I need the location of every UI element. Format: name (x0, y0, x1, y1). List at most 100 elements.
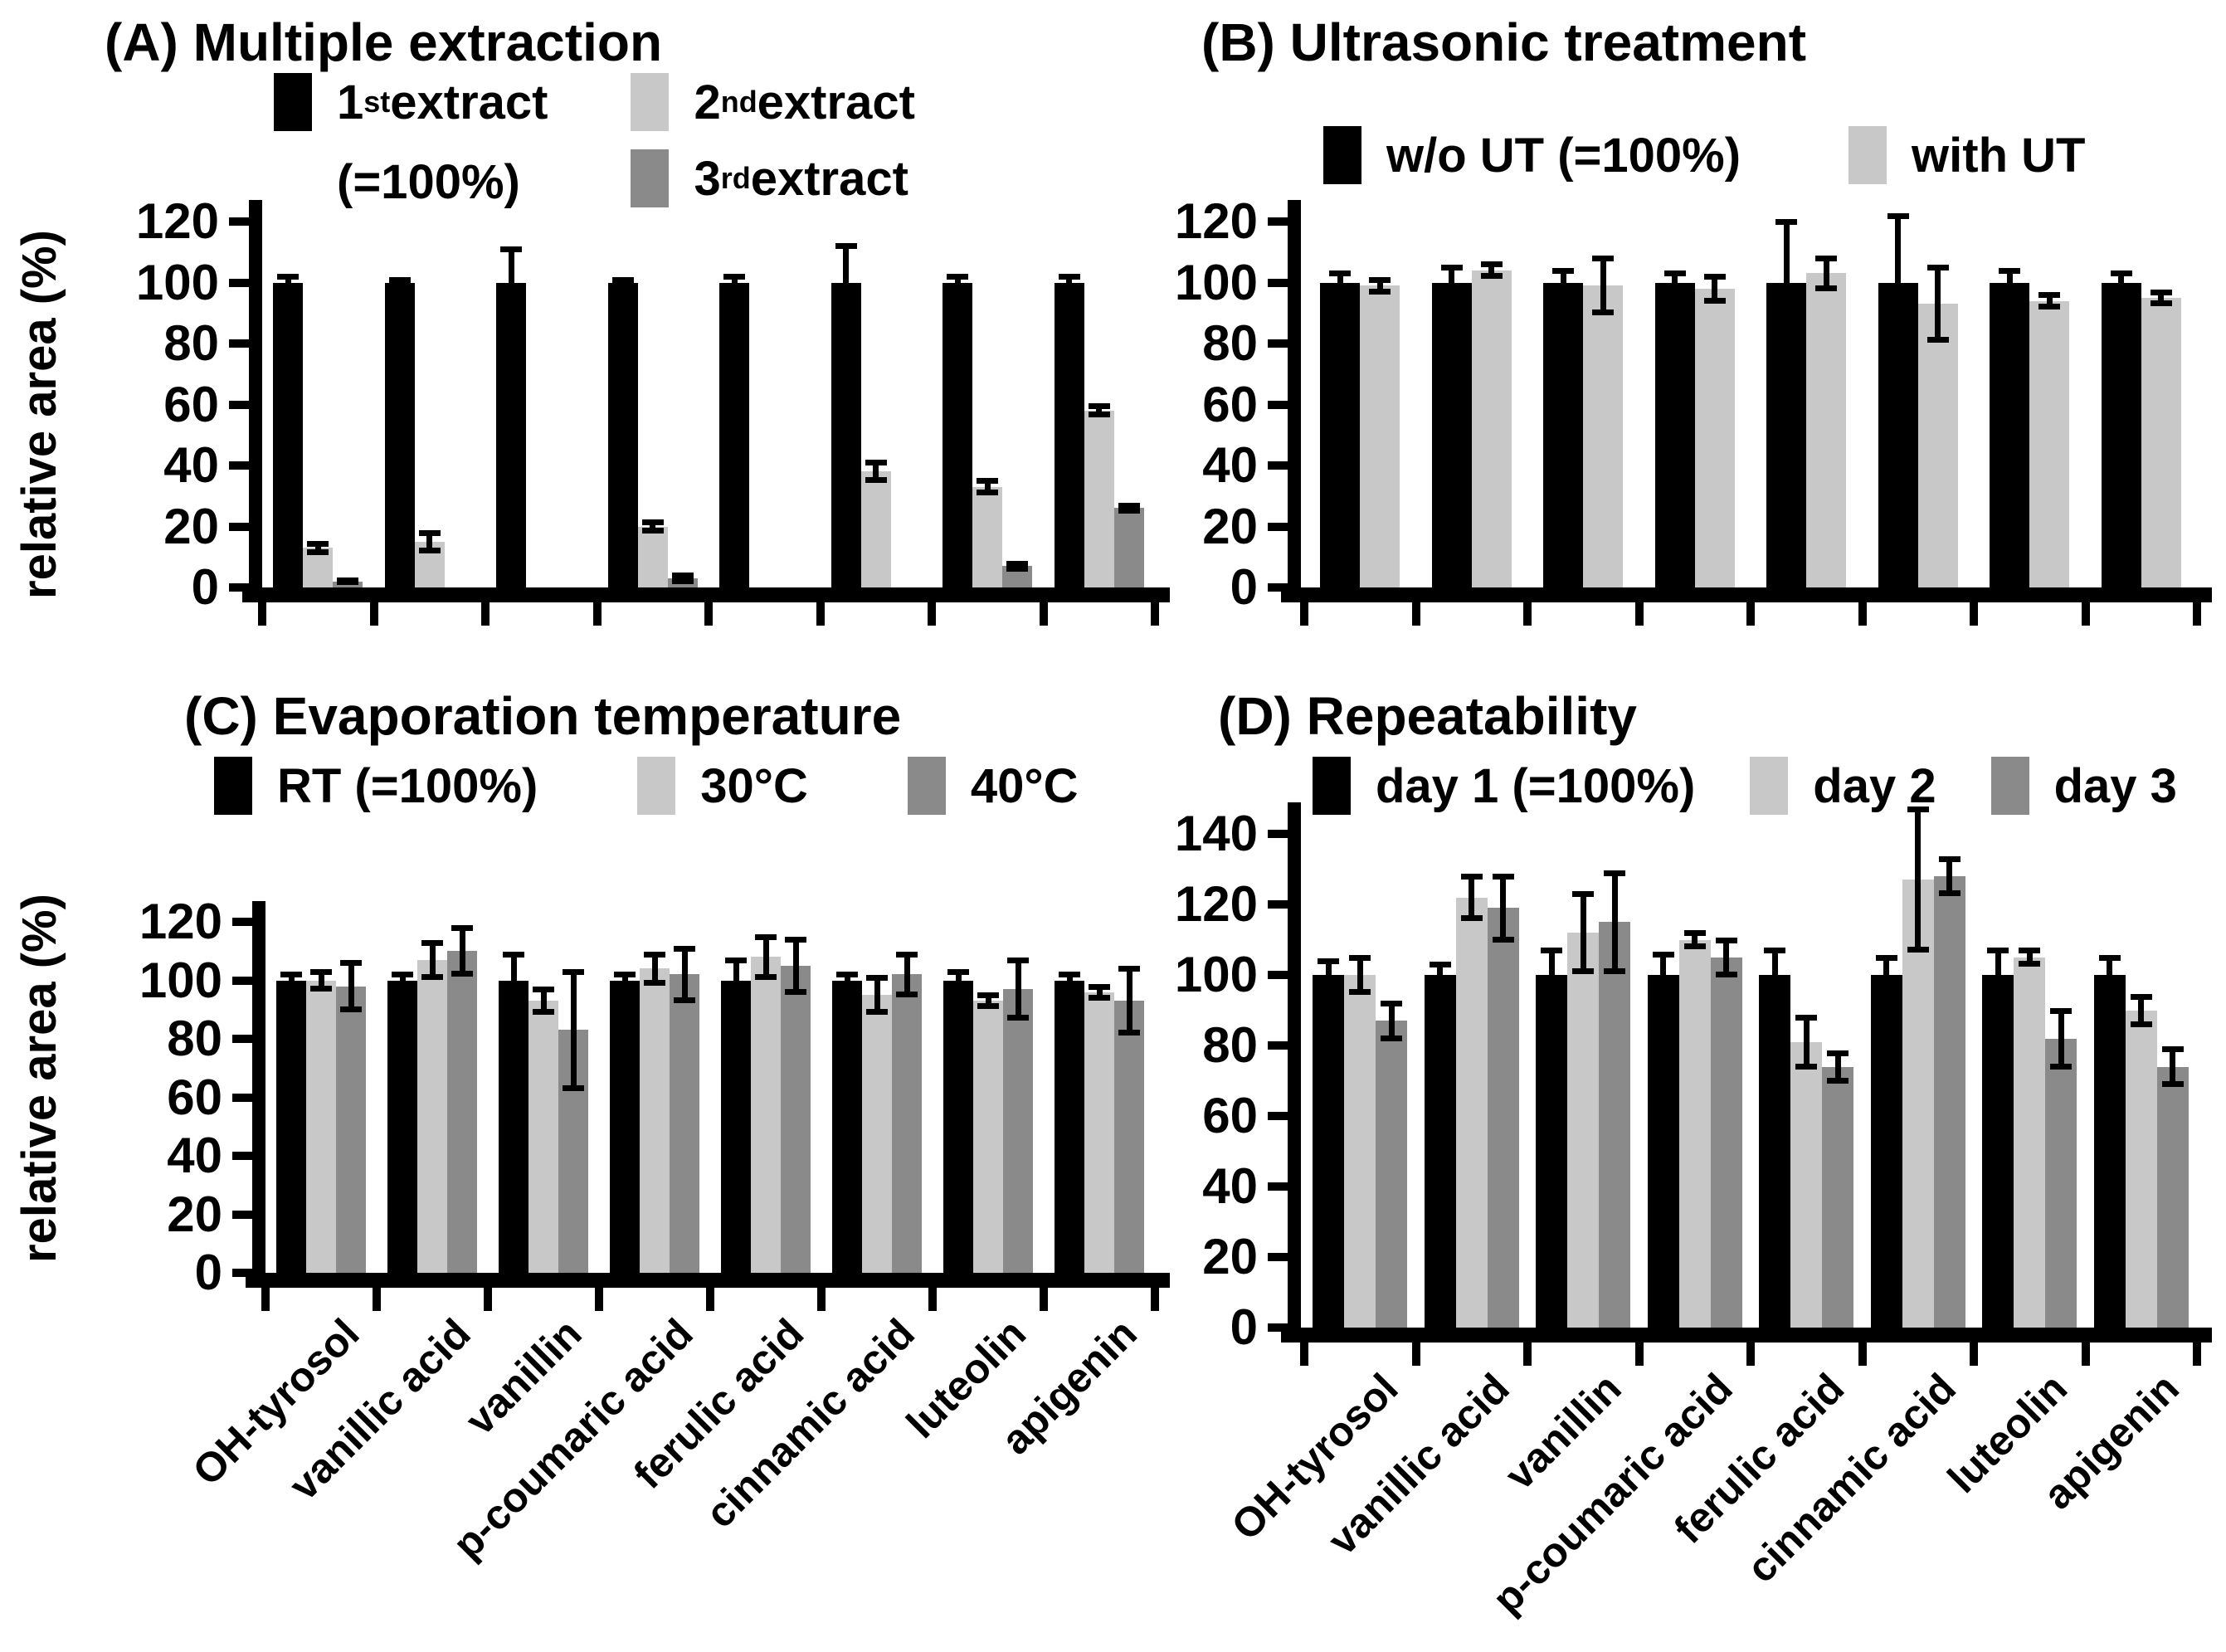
x-axis-tick (481, 602, 490, 626)
error-bar-cap (977, 1003, 999, 1010)
bar-D-day 3 (2156, 1066, 2189, 1328)
error-bar-cap (533, 987, 554, 993)
error-bar-cap (1088, 412, 1110, 418)
error-bar-cap (674, 997, 695, 1004)
y-axis-spine (252, 901, 265, 1288)
error-bar-cap (1703, 274, 1726, 280)
error-bar-cap (1572, 891, 1595, 898)
error-bar-cap (947, 986, 969, 992)
error-bar-cap (865, 477, 887, 484)
x-axis-tick (1634, 602, 1644, 626)
bar-C-40°C (1003, 989, 1033, 1273)
bar-A-2nd extract (637, 526, 668, 587)
y-tick-label: 120 (139, 894, 222, 949)
error-bar-cap (1715, 937, 1737, 943)
error-bar (2107, 957, 2113, 993)
error-bar (1935, 267, 1941, 341)
x-axis-tick (1411, 602, 1420, 626)
y-axis-tick (1268, 583, 1293, 592)
legend-label: day 3 (2054, 757, 2177, 815)
error-bar-cap (1381, 1035, 1403, 1041)
y-tick-label: 100 (135, 254, 219, 310)
error-bar-cap (418, 529, 441, 536)
error-bar (1672, 273, 1678, 292)
error-bar-cap (500, 246, 523, 253)
error-bar-cap (563, 1084, 584, 1091)
legend-swatch (907, 757, 946, 815)
bar-C-40°C (892, 974, 922, 1273)
error-bar-cap (337, 579, 359, 586)
bar-C-30°C (1084, 992, 1114, 1273)
y-axis-tick (232, 1269, 257, 1277)
legend-swatch (274, 73, 312, 131)
error-bar-cap (1907, 947, 1929, 953)
error-bar-cap (1492, 936, 1514, 943)
y-axis-tick (1268, 278, 1293, 287)
error-bar-cap (755, 973, 777, 980)
error-bar (1560, 270, 1566, 295)
error-bar-cap (1999, 267, 2021, 274)
legend-swatch (214, 757, 252, 815)
error-bar-cap (1827, 1077, 1849, 1084)
bar-A-2nd extract (860, 471, 891, 587)
bar-C-30°C (306, 980, 336, 1273)
error-bar-cap (2130, 993, 2152, 1000)
bar-C-40°C (781, 965, 811, 1273)
error-bar (1357, 957, 1363, 993)
error-bar-cap (641, 528, 664, 534)
error-bar-cap (1795, 1015, 1818, 1021)
bar-D-day 3 (1710, 957, 1742, 1328)
error-bar-cap (835, 315, 857, 322)
error-bar (984, 480, 991, 494)
error-bar-cap (977, 992, 999, 999)
legend-swatch (1323, 126, 1361, 184)
error-bar (1337, 273, 1343, 292)
bar-B-with UT (1917, 304, 1958, 587)
bar-B-with UT (2141, 297, 2181, 587)
error-bar-cap (1440, 265, 1463, 271)
error-bar-cap (947, 274, 969, 280)
error-bar-cap (1683, 943, 1706, 949)
x-axis-tick (1634, 1343, 1644, 1366)
error-bar-cap (1715, 972, 1737, 977)
error-bar-cap (340, 960, 362, 967)
error-bar-cap (421, 973, 443, 980)
legend-label-line: 40°C (970, 758, 1079, 813)
bar-B-with UT (2029, 300, 2070, 587)
error-bar (2118, 273, 2125, 292)
error-bar (955, 971, 962, 990)
y-axis-tick (229, 461, 254, 470)
error-bar (1946, 858, 1953, 894)
bar-A-1st extract (=100%) (943, 282, 973, 587)
error-bar-cap (388, 276, 411, 283)
y-axis-tick (1268, 217, 1293, 226)
error-bar (651, 953, 658, 984)
error-bar-cap (1329, 288, 1352, 295)
error-bar-cap (533, 1009, 554, 1016)
error-bar-cap (1492, 874, 1514, 880)
y-axis-tick (229, 217, 254, 226)
legend-label: day 2 (1813, 757, 1936, 815)
error-bar-cap (1349, 954, 1371, 961)
error-bar (731, 276, 738, 289)
bar-C-40°C (670, 974, 699, 1273)
y-tick-label: 20 (163, 498, 219, 554)
error-bar-cap (1006, 560, 1029, 567)
bar-D-day 2 (1790, 1041, 1823, 1328)
bar-B-w/o UT (=100%) (1320, 282, 1361, 587)
error-bar (314, 543, 321, 553)
bar-D-day 3 (1933, 876, 1965, 1328)
bar-B-with UT (1471, 270, 1512, 587)
error-bar-cap (641, 519, 664, 525)
x-axis-tick (2193, 1343, 2201, 1366)
bar-D-day 3 (2045, 1038, 2077, 1328)
error-bar (1823, 258, 1829, 289)
bar-B-with UT (1583, 285, 1624, 587)
error-bar-cap (1118, 508, 1140, 514)
x-axis-spine (242, 587, 1170, 602)
bar-C-RT (=100%) (610, 980, 640, 1273)
bar-D-day 1 (=100%) (1982, 975, 2014, 1328)
